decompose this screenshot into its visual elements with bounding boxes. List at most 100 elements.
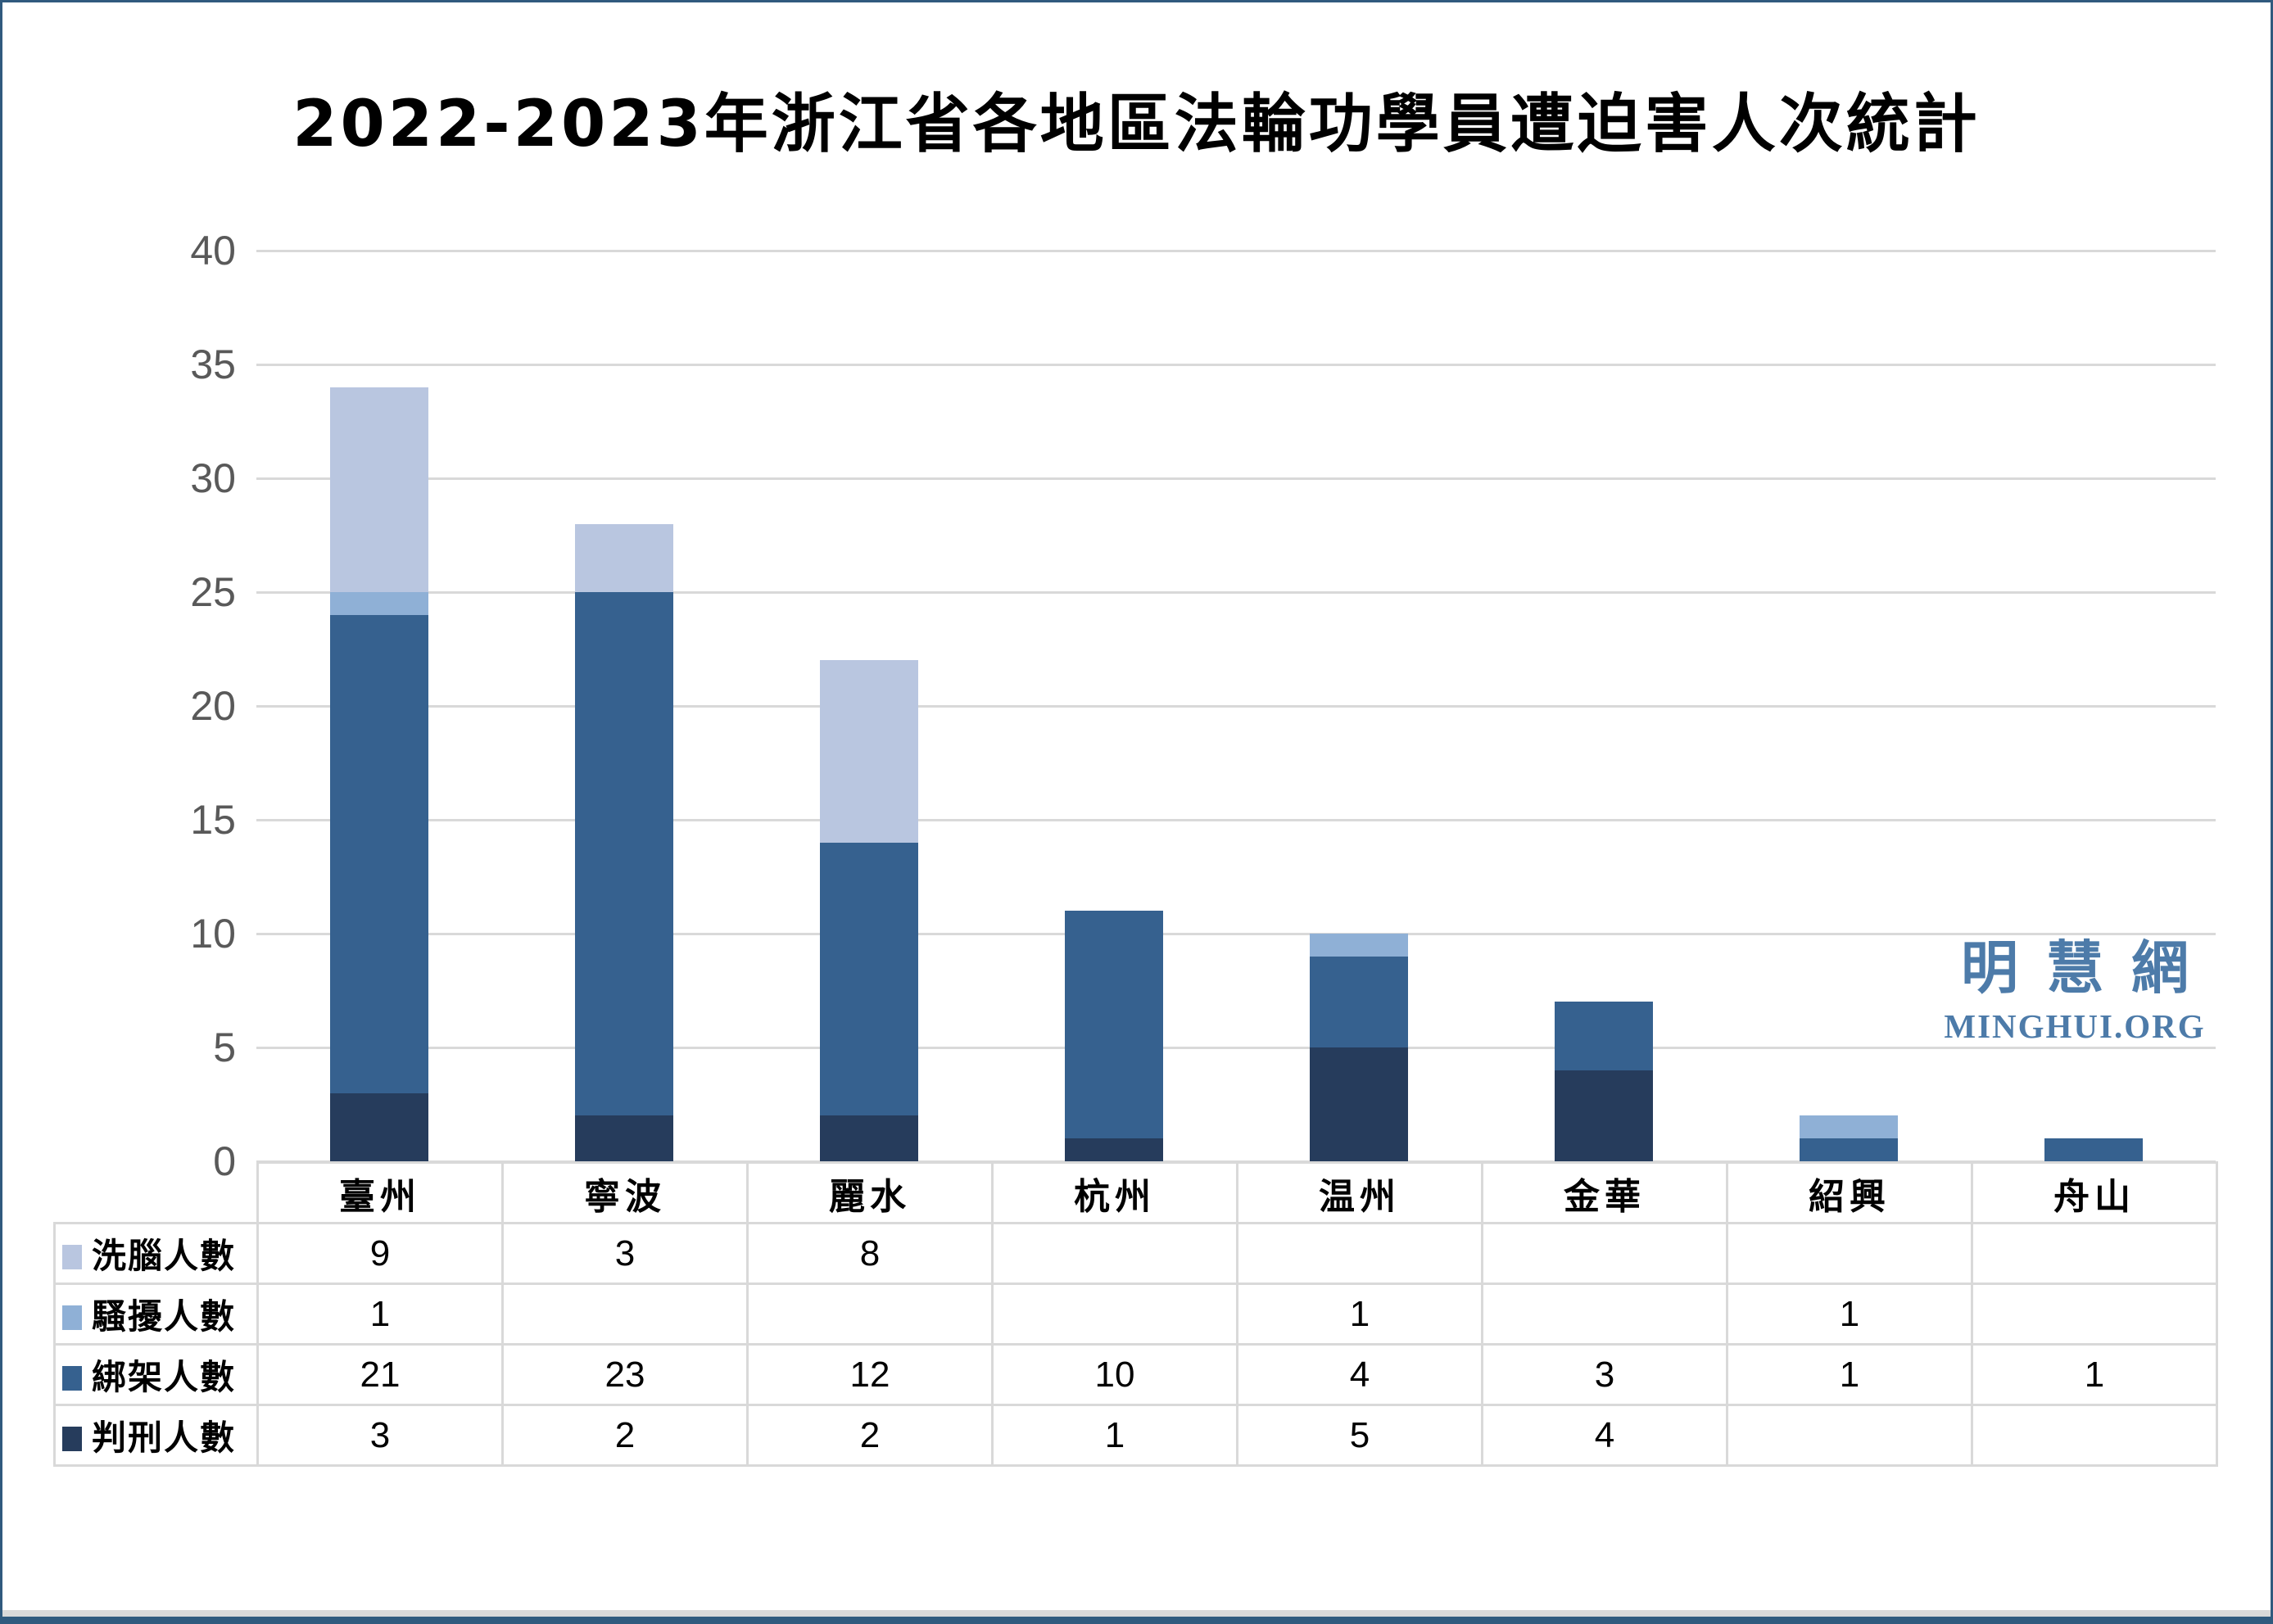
table-value-cell: 2 (746, 1404, 994, 1467)
gridline (256, 250, 2216, 252)
bar-segment (574, 523, 673, 592)
table-value-cell: 1 (1726, 1282, 1973, 1346)
column-header-city: 臺州 (256, 1161, 504, 1224)
table-value-cell (1236, 1222, 1483, 1285)
bar-segment (329, 387, 428, 592)
gridline (256, 933, 2216, 935)
legend-row-label: 洗腦人數 (53, 1222, 259, 1285)
column-header-city: 温州 (1236, 1161, 1483, 1224)
table-value-cell: 3 (1481, 1343, 1728, 1406)
table-value-cell (1481, 1282, 1728, 1346)
minghui-watermark-chinese: 明慧網 (1961, 936, 2216, 1000)
table-value-cell: 3 (501, 1222, 749, 1285)
bar-segment (1554, 1070, 1653, 1161)
table-value-cell: 4 (1236, 1343, 1483, 1406)
column-header-city: 紹興 (1726, 1161, 1973, 1224)
bar-segment (1064, 1138, 1163, 1161)
y-axis-tick-label: 30 (190, 455, 236, 501)
table-value-cell: 23 (501, 1343, 749, 1406)
legend-row-label: 綁架人數 (53, 1343, 259, 1406)
table-value-cell: 4 (1481, 1404, 1728, 1467)
table-value-cell: 8 (746, 1222, 994, 1285)
table-value-cell (991, 1282, 1238, 1346)
y-axis-tick-label: 20 (190, 683, 236, 729)
table-value-cell: 5 (1236, 1404, 1483, 1467)
table-row: 洗腦人數 9 3 8 (53, 1222, 2218, 1285)
column-header-city: 金華 (1481, 1161, 1728, 1224)
y-axis-tick-label: 40 (190, 228, 236, 274)
chart-title: 2022-2023年浙江省各地區法輪功學員遭迫害人次統計 (292, 88, 1981, 161)
table-row: 綁架人數 21 23 12 10 4 3 1 1 (53, 1343, 2218, 1406)
table-row: 騷擾人數 1 1 1 (53, 1282, 2218, 1346)
y-axis-tick-label: 25 (190, 569, 236, 615)
table-value-cell: 2 (501, 1404, 749, 1467)
legend-swatch-icon (62, 1245, 82, 1269)
table-value-cell: 1 (1726, 1343, 1973, 1406)
column-header-city: 杭州 (991, 1161, 1238, 1224)
legend-row-label: 判刑人數 (53, 1404, 259, 1467)
gridline (256, 477, 2216, 480)
y-axis-tick-label: 0 (213, 1138, 236, 1184)
bar-segment (1309, 956, 1408, 1047)
bar-segment (819, 1115, 918, 1161)
bar-segment (1309, 1047, 1408, 1161)
legend-label-text: 判刑人數 (92, 1418, 237, 1457)
bottom-divider (2, 1610, 2271, 1617)
bar-segment (574, 592, 673, 1116)
minghui-watermark: 明慧網 MINGHUI.ORG (1927, 938, 2222, 1046)
legend-swatch-icon (62, 1305, 82, 1330)
table-value-cell (1971, 1222, 2218, 1285)
gridline (256, 819, 2216, 821)
column-header-city: 麗水 (746, 1161, 994, 1224)
bar-segment (1064, 911, 1163, 1139)
table-value-cell: 3 (256, 1404, 504, 1467)
table-row: 判刑人數 3 2 2 1 5 4 (53, 1404, 2218, 1467)
table-value-cell (501, 1282, 749, 1346)
table-value-cell: 1 (991, 1404, 1238, 1467)
table-value-cell: 21 (256, 1343, 504, 1406)
minghui-watermark-url: MINGHUI.ORG (1944, 1007, 2206, 1045)
legend-label-text: 洗腦人數 (92, 1237, 237, 1275)
bar-segment (1309, 934, 1408, 957)
table-value-cell (1971, 1404, 2218, 1467)
bar-segment (1799, 1115, 1898, 1139)
bar-segment (574, 1115, 673, 1161)
table-value-cell: 1 (256, 1282, 504, 1346)
gridline (256, 1047, 2216, 1049)
table-value-cell: 1 (1971, 1343, 2218, 1406)
legend-label-text: 綁架人數 (92, 1358, 237, 1396)
bar-segment (329, 614, 428, 1093)
bar-segment (1554, 1002, 1653, 1070)
y-axis-tick-label: 15 (190, 797, 236, 843)
bar-segment (2044, 1138, 2143, 1161)
legend-label-text: 騷擾人數 (92, 1297, 237, 1336)
y-axis-tick-label: 5 (213, 1025, 236, 1070)
table-value-cell (1481, 1222, 1728, 1285)
legend-row-label: 騷擾人數 (53, 1282, 259, 1346)
table-value-cell: 10 (991, 1343, 1238, 1406)
bar-segment (1799, 1138, 1898, 1161)
table-value-cell (991, 1222, 1238, 1285)
column-header-city: 寧波 (501, 1161, 749, 1224)
gridline (256, 1160, 2216, 1163)
bar-segment (329, 1092, 428, 1161)
table-value-cell (746, 1282, 994, 1346)
legend-swatch-icon (62, 1366, 82, 1391)
bar-segment (819, 660, 918, 843)
gridline (256, 591, 2216, 594)
legend-swatch-icon (62, 1427, 82, 1451)
y-axis-tick-label: 35 (190, 342, 236, 387)
table-value-cell (1971, 1282, 2218, 1346)
table-value-cell: 9 (256, 1222, 504, 1285)
bar-segment (819, 842, 918, 1116)
data-table: 臺州 寧波 麗水 杭州 温州 金華 紹興 舟山 洗腦人數 9 3 8 騷擾人數 1 1 1 綁架人數 21 23 1… (53, 1161, 2218, 1467)
bar-segment (329, 592, 428, 615)
gridline (256, 705, 2216, 708)
gridline (256, 364, 2216, 366)
y-axis-tick-label: 10 (190, 911, 236, 957)
table-value-cell: 12 (746, 1343, 994, 1406)
column-header-city: 舟山 (1971, 1161, 2218, 1224)
table-value-cell (1726, 1222, 1973, 1285)
table-corner-empty (55, 1163, 258, 1224)
